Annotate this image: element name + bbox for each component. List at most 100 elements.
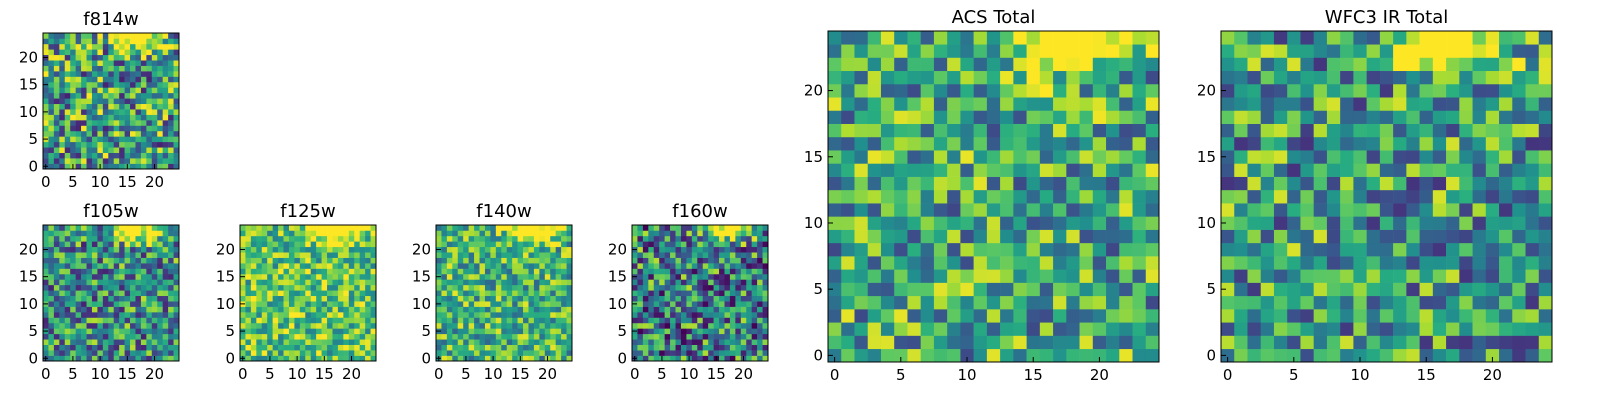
heatmap-cell xyxy=(986,136,1001,151)
heatmap-cell xyxy=(561,257,567,264)
heatmap-cell xyxy=(1406,203,1420,217)
heatmap-cell xyxy=(474,284,480,291)
heatmap-cell xyxy=(533,273,540,280)
heatmap-cell xyxy=(267,279,273,286)
heatmap-cell xyxy=(1273,282,1288,297)
heatmap-cell xyxy=(675,333,682,340)
heatmap-cell xyxy=(305,284,312,291)
heatmap-cell xyxy=(75,339,82,345)
heatmap-cell xyxy=(354,344,360,351)
heatmap-cell xyxy=(283,339,290,345)
heatmap-cell xyxy=(256,355,263,362)
heatmap-cell xyxy=(75,230,82,237)
heatmap-cell xyxy=(240,290,246,297)
heatmap-cell xyxy=(75,38,82,45)
heatmap-cell xyxy=(762,252,769,258)
heatmap-cell xyxy=(64,295,71,302)
heatmap-cell xyxy=(310,355,317,362)
heatmap-cell xyxy=(124,252,131,258)
heatmap-cell xyxy=(561,328,567,335)
heatmap-cell xyxy=(751,268,758,275)
heatmap-cell xyxy=(517,241,524,248)
heatmap-cell xyxy=(1538,309,1553,323)
heatmap-cell xyxy=(59,279,66,286)
heatmap-cell xyxy=(151,344,158,351)
heatmap-cell xyxy=(555,268,562,275)
heatmap-cell xyxy=(43,290,49,297)
heatmap-cell xyxy=(1525,150,1540,164)
heatmap-cell xyxy=(1446,348,1460,363)
heatmap-cell xyxy=(151,65,158,72)
heatmap-cell xyxy=(1353,70,1367,85)
heatmap-cell xyxy=(1313,309,1328,323)
heatmap-cell xyxy=(70,306,76,313)
heatmap-cell xyxy=(517,273,524,280)
heatmap-cell xyxy=(746,339,752,345)
heatmap-cell xyxy=(1432,150,1447,164)
heatmap-cell xyxy=(841,97,855,111)
heatmap-cell xyxy=(1247,110,1262,124)
heatmap-cell xyxy=(140,65,147,72)
heatmap-cell xyxy=(245,312,252,318)
heatmap-cell xyxy=(452,230,459,237)
heatmap-cell xyxy=(113,263,120,269)
heatmap-cell xyxy=(680,257,687,264)
heatmap-cell xyxy=(719,230,725,237)
heatmap-cell xyxy=(91,301,98,307)
heatmap-cell xyxy=(1366,282,1381,297)
heatmap-cell xyxy=(1119,176,1133,191)
heatmap-cell xyxy=(880,176,895,191)
heatmap-cell xyxy=(119,147,125,153)
heatmap-cell xyxy=(162,163,169,170)
heatmap-cell xyxy=(316,306,322,313)
heatmap-cell xyxy=(523,295,529,302)
heatmap-cell xyxy=(501,235,508,242)
heatmap-cell xyxy=(751,306,758,313)
heatmap-cell xyxy=(119,87,125,94)
heatmap-cell xyxy=(708,257,714,264)
heatmap-cell xyxy=(719,295,725,302)
heatmap-cell xyxy=(632,350,638,356)
heatmap-cell xyxy=(479,333,486,340)
heatmap-cell xyxy=(81,120,87,126)
heatmap-cell xyxy=(59,344,66,351)
heatmap-cell xyxy=(173,273,180,280)
heatmap-cell xyxy=(653,263,660,269)
heatmap-cell xyxy=(86,141,93,148)
heatmap-cell xyxy=(81,333,87,340)
y-tick-label: 0 xyxy=(28,157,38,175)
heatmap-cell xyxy=(64,235,71,242)
heatmap-cell xyxy=(1026,282,1041,297)
heatmap-cell xyxy=(894,70,908,85)
heatmap-cell xyxy=(168,163,174,170)
heatmap-cell xyxy=(670,284,676,291)
heatmap-cell xyxy=(746,279,752,286)
heatmap-cell xyxy=(463,279,469,286)
heatmap-cell xyxy=(108,268,115,275)
heatmap-cell xyxy=(637,284,644,291)
x-tick-label: 0 xyxy=(830,366,840,384)
heatmap-cell xyxy=(162,339,169,345)
heatmap-cell xyxy=(53,246,60,253)
heatmap-cell xyxy=(729,263,736,269)
heatmap-cell xyxy=(920,335,935,350)
heatmap-cell xyxy=(479,225,486,231)
heatmap-cell xyxy=(108,54,115,61)
heatmap-cell xyxy=(1419,44,1434,58)
heatmap-cell xyxy=(1000,150,1014,164)
heatmap-cell xyxy=(113,43,120,50)
heatmap-cell xyxy=(468,339,475,345)
heatmap-cell xyxy=(168,87,174,94)
heatmap-cell xyxy=(1459,295,1473,310)
heatmap-cell xyxy=(1446,176,1460,191)
heatmap-cell xyxy=(102,268,109,275)
heatmap-cell xyxy=(1221,203,1235,217)
heatmap-cell xyxy=(261,333,268,340)
heatmap-cell xyxy=(75,81,82,88)
heatmap-cell xyxy=(1013,335,1027,350)
heatmap-cell xyxy=(1247,348,1262,363)
heatmap-cell xyxy=(719,284,725,291)
heatmap-cell xyxy=(91,152,98,159)
heatmap-cell xyxy=(343,322,350,329)
y-tick-label: 10 xyxy=(608,295,627,313)
